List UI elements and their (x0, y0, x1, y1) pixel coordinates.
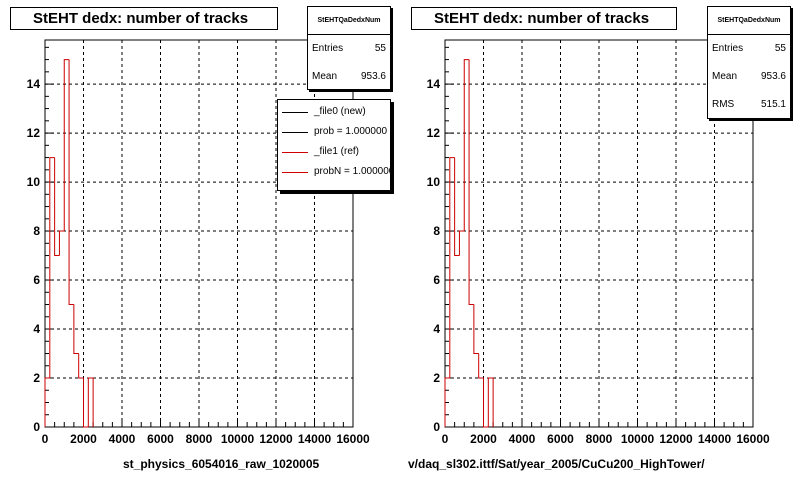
legend-label-file1: _file1 (ref) (314, 146, 360, 157)
right-title: StEHT dedx: number of tracks (411, 7, 677, 30)
right-title-text: StEHT dedx: number of tracks (434, 10, 650, 27)
right-entries-label: Entries (712, 43, 744, 54)
left-entries-value: 55 (374, 43, 386, 54)
right-x-axis-label: v/daq_sl302.ittf/Sat/year_2005/CuCu200_H… (408, 457, 705, 471)
legend-label-file0: _file0 (new) (314, 106, 366, 117)
right-y-tick-label-14: 14 (427, 77, 441, 91)
left-hist-bin-6 (73, 304, 79, 355)
right-hist-bin-4 (463, 59, 470, 232)
legend-line-file1 (282, 151, 308, 153)
right-mean-value: 953.6 (760, 71, 786, 82)
legend-line-prob (282, 131, 308, 133)
left-stats-box[interactable]: StEHTQaDedxNum Entries 55 Mean 953.6 (307, 6, 391, 90)
right-rms-label: RMS (712, 99, 735, 110)
left-hist-bin-8 (83, 378, 89, 428)
left-stats-name: StEHTQaDedxNum (308, 7, 390, 35)
left-hist-bin-5 (68, 59, 74, 306)
right-y-tick-label-6: 6 (433, 273, 440, 287)
left-stats-entries: Entries 55 (308, 35, 390, 63)
left-x-tick-label-4000: 4000 (109, 432, 136, 446)
left-x-tick-label-0: 0 (42, 432, 49, 446)
right-x-tick-label-0: 0 (442, 432, 449, 446)
right-hist-bin-8 (483, 378, 489, 428)
right-stats-rms: RMS 515.1 (708, 91, 790, 119)
right-hist-bin-3 (458, 230, 465, 256)
right-mean-label: Mean (712, 71, 738, 82)
right-x-tick-label-4000: 4000 (509, 432, 536, 446)
left-x-tick-label-12000: 12000 (259, 432, 293, 446)
left-y-tick-label-12: 12 (27, 126, 41, 140)
legend-label-prob: prob = 1.000000 (314, 126, 388, 137)
legend-entry-probn: probN = 1.000000 (278, 162, 390, 182)
right-x-tick-label-12000: 12000 (659, 432, 693, 446)
left-mean-label: Mean (312, 71, 338, 82)
right-x-tick-label-2000: 2000 (470, 432, 497, 446)
right-hist-bin-6 (473, 304, 479, 355)
right-x-tick-label-14000: 14000 (698, 432, 732, 446)
legend-label-probn: probN = 1.000000 (314, 166, 390, 177)
right-hist-bin-5 (468, 59, 474, 306)
left-y-tick-label-6: 6 (33, 273, 40, 287)
legend-line-file0 (282, 111, 308, 113)
right-stats-entries: Entries 55 (708, 35, 790, 63)
left-hist-bin-3 (58, 230, 65, 256)
left-mean-value: 953.6 (360, 71, 386, 82)
left-x-tick-label-10000: 10000 (221, 432, 255, 446)
right-y-tick-label-0: 0 (433, 420, 440, 434)
right-y-tick-label-2: 2 (433, 371, 440, 385)
right-hist-bin-2 (454, 157, 460, 257)
left-y-tick-label-14: 14 (27, 77, 41, 91)
right-rms-value: 515.1 (760, 99, 786, 110)
right-stats-mean: Mean 953.6 (708, 63, 790, 91)
left-y-tick-label-8: 8 (33, 224, 40, 238)
left-x-tick-label-8000: 8000 (186, 432, 213, 446)
legend-entry-prob: prob = 1.000000 (278, 122, 390, 142)
left-title-text: StEHT dedx: number of tracks (33, 10, 249, 27)
left-x-tick-label-14000: 14000 (298, 432, 332, 446)
right-hist-bin-7 (478, 353, 484, 379)
right-y-tick-label-8: 8 (433, 224, 440, 238)
left-legend[interactable]: _file0 (new) prob = 1.000000 _file1 (ref… (277, 99, 391, 191)
left-stats-mean: Mean 953.6 (308, 63, 390, 91)
left-y-tick-label-10: 10 (27, 175, 41, 189)
left-hist-bin-0 (44, 377, 50, 427)
left-x-tick-label-16000: 16000 (336, 432, 370, 446)
left-hist-bin-9 (87, 377, 94, 427)
right-entries-value: 55 (774, 43, 786, 54)
right-x-tick-label-6000: 6000 (547, 432, 574, 446)
legend-line-probn (282, 171, 308, 173)
left-x-tick-label-2000: 2000 (70, 432, 97, 446)
right-stats-box[interactable]: StEHTQaDedxNum Entries 55 Mean 953.6 RMS… (707, 6, 791, 119)
right-x-tick-label-16000: 16000 (736, 432, 770, 446)
right-y-tick-label-12: 12 (427, 126, 441, 140)
right-hist-bin-1 (449, 157, 455, 379)
left-y-tick-label-2: 2 (33, 371, 40, 385)
right-y-tick-label-4: 4 (433, 322, 440, 336)
left-x-tick-label-6000: 6000 (147, 432, 174, 446)
left-y-tick-label-0: 0 (33, 420, 40, 434)
right-hist-bin-9 (487, 377, 494, 427)
left-hist-bin-2 (54, 157, 60, 257)
right-hist-bin-0 (444, 377, 450, 427)
left-entries-label: Entries (312, 43, 344, 54)
right-stats-name: StEHTQaDedxNum (708, 7, 790, 35)
left-hist-bin-1 (49, 157, 55, 379)
legend-entry-file0: _file0 (new) (278, 102, 390, 122)
left-y-tick-label-4: 4 (33, 322, 40, 336)
right-x-tick-label-10000: 10000 (621, 432, 655, 446)
right-x-tick-label-8000: 8000 (586, 432, 613, 446)
right-y-tick-label-10: 10 (427, 175, 441, 189)
legend-entry-file1: _file1 (ref) (278, 142, 390, 162)
left-x-axis-label: st_physics_6054016_raw_1020005 (123, 457, 320, 471)
left-title: StEHT dedx: number of tracks (10, 7, 278, 30)
left-hist-bin-4 (63, 59, 70, 232)
left-hist-bin-7 (78, 353, 84, 379)
